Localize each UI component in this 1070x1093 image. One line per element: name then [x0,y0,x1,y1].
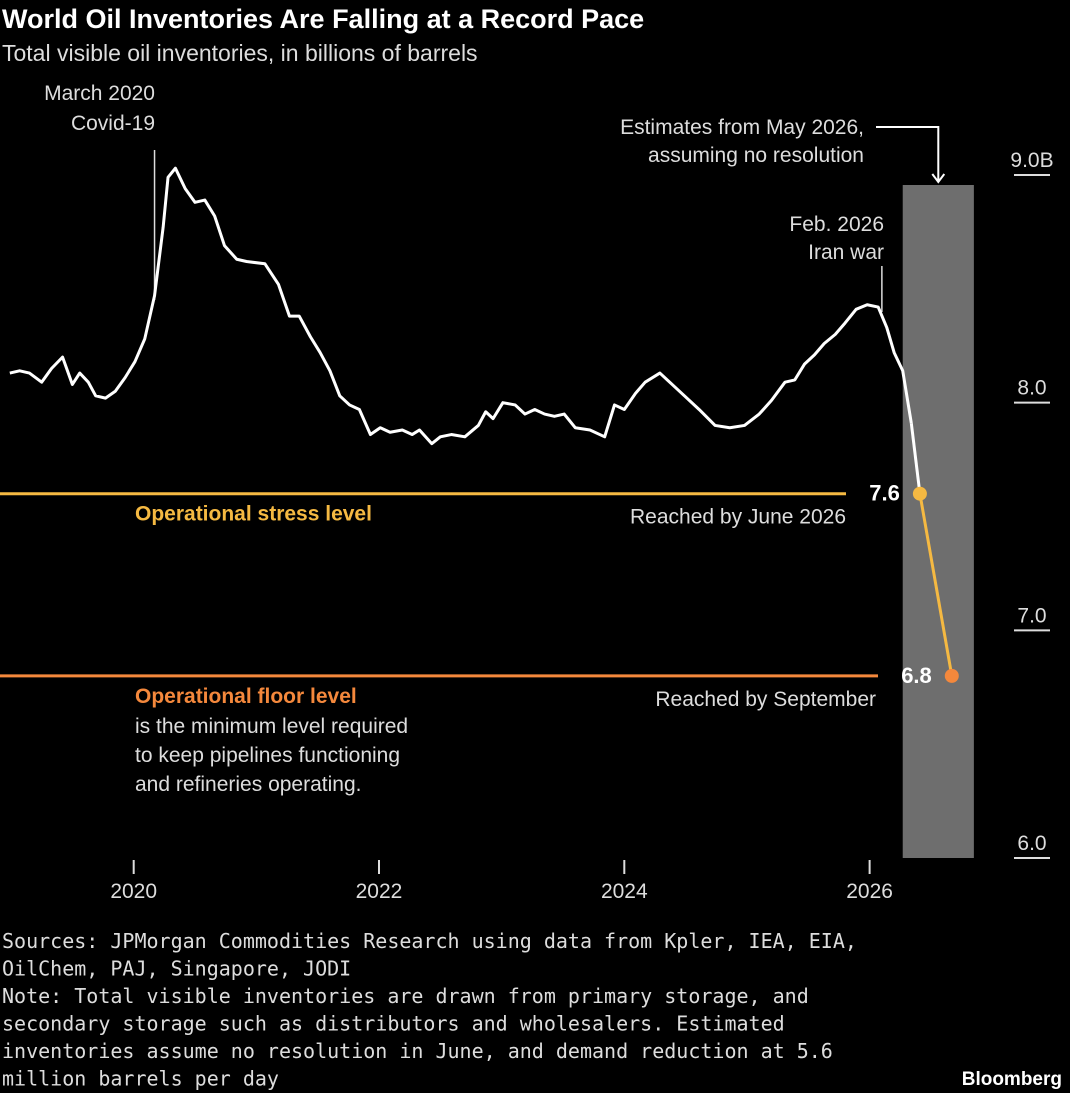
annotation: March 2020 [44,82,155,105]
y-tick-label: 8.0 [1017,377,1046,400]
reference-description: and refineries operating. [135,773,361,796]
chart-title: World Oil Inventories Are Falling at a R… [2,4,644,34]
reference-description: is the minimum level required [135,715,408,738]
estimate-point [912,486,927,501]
chart-subtitle: Total visible oil inventories, in billio… [2,40,478,66]
footer: Note: Total visible inventories are draw… [2,984,809,1008]
annotation: Iran war [808,241,884,264]
estimate-period [902,185,974,858]
x-tick-label: 2022 [356,880,403,903]
y-tick-label: 7.0 [1017,604,1046,627]
estimate-point [944,668,959,683]
annotation: Feb. 2026 [789,213,884,236]
estimate-value-label: 7.6 [869,481,900,506]
estimate-label: assuming no resolution [648,144,864,167]
estimate-note: Reached by September [655,688,876,711]
footer: million barrels per day [2,1067,279,1091]
y-tick-label: 9.0B [1010,149,1053,172]
estimate-value-label: 6.8 [901,663,932,688]
x-tick-label: 2020 [110,880,157,903]
x-tick-label: 2024 [601,880,648,903]
reference-label: Operational stress level [135,503,372,526]
history-line [9,166,913,446]
estimate-line [918,493,954,677]
estimate-label: Estimates from May 2026, [620,116,864,139]
estimate-connector [909,422,922,494]
x-tick-label: 2026 [846,880,893,903]
estimate-note: Reached by June 2026 [630,506,846,529]
footer: secondary storage such as distributors a… [2,1012,785,1036]
reference-description: to keep pipelines functioning [135,744,400,767]
footer: inventories assume no resolution in June… [2,1039,833,1063]
annotation: Covid-19 [71,112,155,135]
footer: Sources: JPMorgan Commodities Research u… [2,929,857,953]
y-tick-label: 6.0 [1017,832,1046,855]
footer: OilChem, PAJ, Singapore, JODI [2,957,351,981]
reference-label: Operational floor level [135,685,357,708]
source: Bloomberg [962,1069,1062,1090]
estimate-arrow [876,126,946,184]
